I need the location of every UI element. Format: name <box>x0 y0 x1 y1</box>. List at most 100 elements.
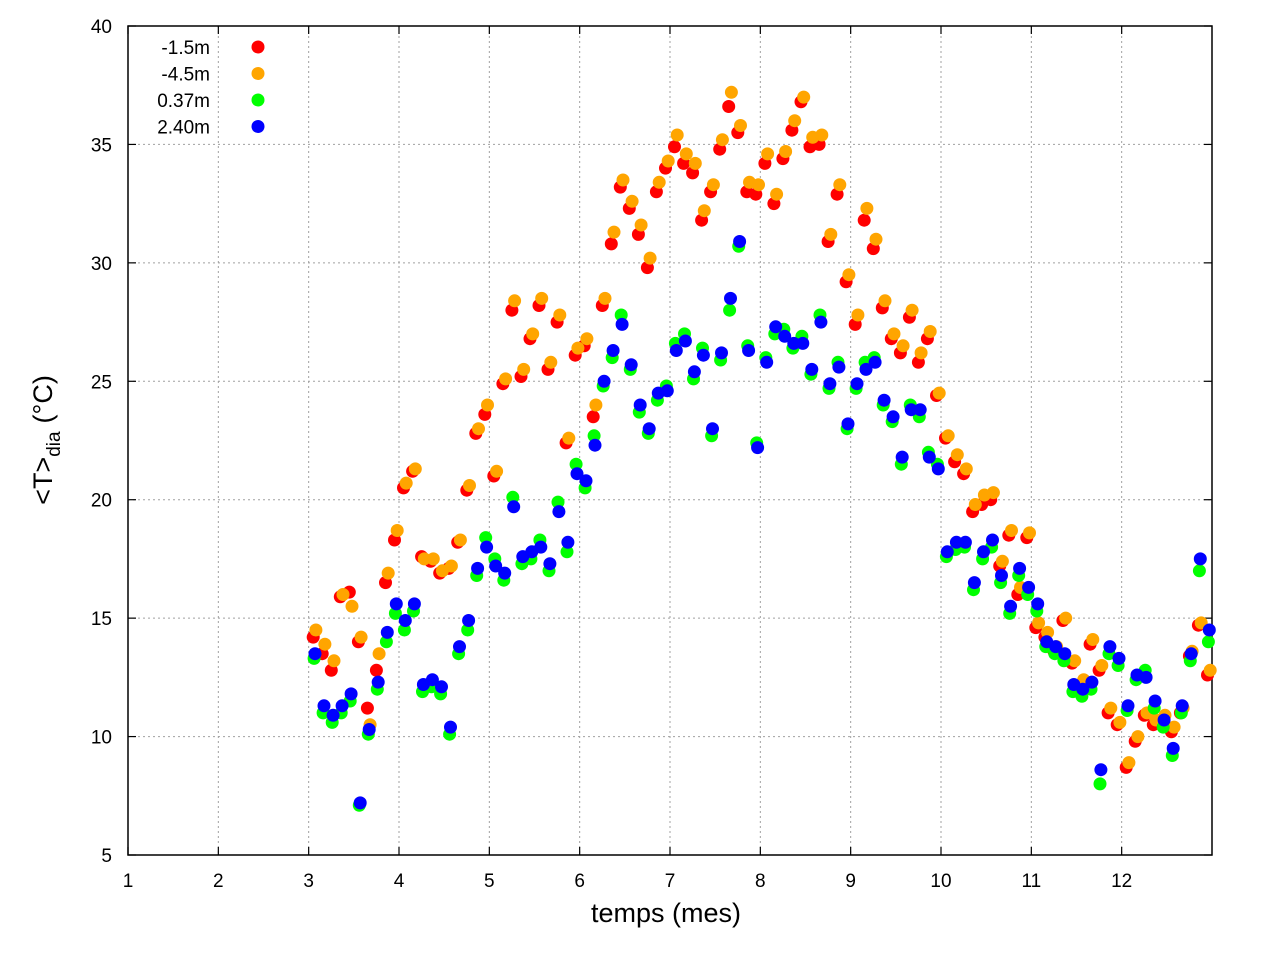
data-point <box>687 365 701 379</box>
data-point <box>604 237 618 251</box>
data-point <box>769 320 783 334</box>
legend-marker <box>251 40 265 54</box>
data-point <box>570 467 584 481</box>
data-point <box>580 332 594 346</box>
data-point <box>959 462 973 476</box>
data-point <box>995 569 1008 582</box>
data-point <box>624 358 638 372</box>
data-point <box>1157 713 1171 727</box>
data-point <box>1175 699 1189 713</box>
data-point <box>607 225 621 239</box>
data-point <box>435 680 448 694</box>
data-point <box>517 362 531 376</box>
data-point <box>444 720 457 734</box>
data-point <box>535 291 549 305</box>
data-point <box>625 194 639 208</box>
data-point <box>661 154 675 168</box>
data-point <box>742 344 756 357</box>
data-point <box>968 498 982 511</box>
data-point <box>326 708 340 722</box>
data-point <box>354 630 368 644</box>
y-tick-label: 40 <box>91 17 112 38</box>
data-point <box>506 490 520 504</box>
y-tick-label: 10 <box>91 728 112 749</box>
series-0.37m <box>307 239 1215 812</box>
data-point <box>569 457 583 471</box>
legend-marker <box>251 120 265 133</box>
data-point <box>734 119 747 132</box>
data-point <box>1184 647 1198 661</box>
data-point <box>857 213 871 227</box>
data-point <box>652 175 666 189</box>
data-point <box>678 334 692 348</box>
data-point <box>335 699 349 713</box>
y-tick-label: 30 <box>91 254 112 275</box>
data-point <box>805 362 819 376</box>
data-point <box>715 133 729 147</box>
data-point <box>1013 561 1027 575</box>
legend-marker <box>251 93 265 107</box>
y-tick-label: 20 <box>91 491 112 512</box>
data-point <box>986 486 1000 500</box>
data-point <box>814 315 828 329</box>
data-point <box>815 128 829 142</box>
data-point <box>940 545 954 559</box>
data-point <box>463 479 476 492</box>
data-point <box>508 294 522 308</box>
data-point <box>597 374 611 388</box>
data-point <box>1085 675 1099 689</box>
data-point <box>389 597 403 611</box>
data-point <box>1076 682 1090 696</box>
data-point <box>308 647 322 661</box>
data-point <box>407 597 421 611</box>
data-point <box>561 535 575 549</box>
data-point <box>587 429 601 443</box>
data-point <box>668 140 681 154</box>
data-point <box>1121 699 1135 713</box>
data-point <box>417 552 431 566</box>
x-tick-label: 4 <box>394 871 405 892</box>
data-point <box>1004 599 1018 613</box>
data-point <box>425 673 439 687</box>
data-point <box>481 398 494 412</box>
data-point <box>598 291 612 305</box>
data-point <box>832 360 846 374</box>
data-point <box>733 235 747 248</box>
data-point <box>634 218 648 232</box>
legend: -1.5m -4.5m 0.37m 2.40m <box>157 38 265 139</box>
data-point <box>408 462 422 476</box>
y-axis-label-unit: (°C) <box>28 375 58 423</box>
data-point <box>453 533 467 547</box>
data-point <box>887 327 901 341</box>
data-point <box>588 438 602 452</box>
data-point <box>932 386 946 400</box>
data-point <box>1032 616 1046 630</box>
data-point <box>615 317 629 331</box>
data-point <box>1193 552 1207 566</box>
data-point <box>571 341 585 355</box>
data-point <box>489 559 503 573</box>
data-point <box>723 303 737 317</box>
series--4.5m <box>309 85 1217 770</box>
data-point <box>589 398 603 412</box>
data-point <box>543 557 557 571</box>
data-point <box>877 393 891 407</box>
series-2.40m <box>308 235 1216 810</box>
data-point <box>860 201 874 215</box>
data-point <box>679 147 693 161</box>
data-point <box>715 346 728 360</box>
data-point <box>1049 640 1063 654</box>
data-point <box>778 329 792 343</box>
y-axis-label-main: <T> <box>28 457 58 505</box>
data-point <box>1005 524 1018 537</box>
data-point <box>950 448 964 462</box>
data-point <box>977 545 990 559</box>
data-point <box>697 204 711 218</box>
data-point <box>886 410 900 424</box>
data-point <box>614 308 628 322</box>
data-point <box>372 647 386 661</box>
data-point <box>1086 633 1100 646</box>
data-point <box>643 251 657 265</box>
x-axis-label: temps (mes) <box>591 898 741 928</box>
data-point <box>562 431 576 445</box>
